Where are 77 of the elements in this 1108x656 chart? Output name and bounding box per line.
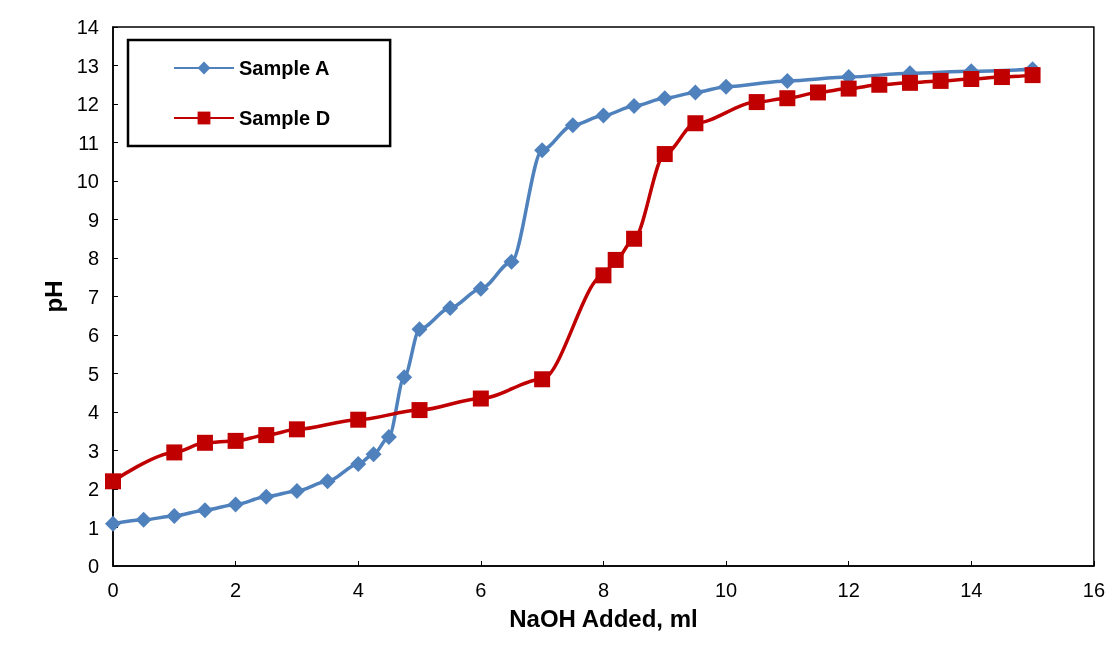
y-tick-label: 9 bbox=[87, 208, 99, 231]
point bbox=[595, 267, 612, 284]
y-tick-label: 4 bbox=[87, 401, 99, 423]
x-tick-label: 4 bbox=[352, 579, 364, 601]
point bbox=[105, 473, 121, 490]
y-tick-label: 10 bbox=[76, 170, 99, 192]
point bbox=[626, 97, 643, 114]
x-tick-label: 12 bbox=[837, 579, 860, 601]
point bbox=[748, 94, 765, 111]
point bbox=[411, 321, 428, 338]
y-tick-label: 2 bbox=[87, 478, 99, 500]
point bbox=[196, 502, 213, 519]
x-tick-label: 6 bbox=[475, 579, 487, 601]
point bbox=[1024, 67, 1041, 84]
point bbox=[196, 434, 213, 451]
point bbox=[396, 369, 413, 386]
point bbox=[718, 78, 735, 95]
point bbox=[810, 84, 827, 101]
point bbox=[166, 507, 183, 524]
point bbox=[534, 371, 551, 388]
point bbox=[105, 515, 121, 532]
y-tick-label: 0 bbox=[87, 555, 99, 577]
y-tick-label: 7 bbox=[87, 285, 99, 308]
point bbox=[288, 482, 305, 499]
legend-label: Sample A bbox=[239, 57, 330, 79]
point bbox=[595, 107, 612, 124]
x-tick-label: 2 bbox=[230, 579, 242, 601]
point bbox=[779, 72, 796, 89]
x-tick-label: 14 bbox=[960, 579, 983, 601]
point bbox=[258, 488, 275, 505]
point bbox=[472, 280, 489, 297]
y-tick-label: 1 bbox=[87, 516, 99, 539]
x-tick-label: 8 bbox=[597, 579, 609, 601]
point bbox=[871, 76, 888, 93]
y-tick-label: 14 bbox=[76, 16, 99, 38]
x-tick-label: 10 bbox=[714, 579, 738, 601]
point bbox=[564, 117, 581, 134]
point bbox=[258, 427, 275, 444]
x-tick-label: 16 bbox=[1082, 579, 1105, 601]
y-tick-label: 11 bbox=[78, 131, 99, 154]
point bbox=[350, 411, 367, 428]
point bbox=[503, 253, 520, 270]
point bbox=[993, 69, 1010, 86]
point bbox=[411, 402, 428, 419]
y-tick-label: 12 bbox=[76, 93, 99, 115]
y-tick-label: 3 bbox=[87, 439, 99, 462]
point bbox=[687, 84, 704, 101]
x-tick-label: 0 bbox=[107, 579, 119, 601]
point bbox=[932, 72, 949, 89]
point bbox=[442, 300, 459, 317]
point bbox=[227, 496, 244, 513]
legend-label: Sample D bbox=[239, 107, 331, 129]
point bbox=[656, 146, 673, 163]
y-axis-title: pH bbox=[39, 280, 67, 313]
point bbox=[840, 80, 857, 97]
point bbox=[288, 421, 305, 438]
y-tick-label: 13 bbox=[76, 54, 99, 77]
point bbox=[626, 230, 643, 247]
y-tick-label: 6 bbox=[87, 324, 99, 346]
point bbox=[380, 429, 397, 446]
y-tick-label: 5 bbox=[87, 362, 99, 385]
point bbox=[779, 90, 796, 107]
y-tick-label: 8 bbox=[87, 247, 99, 269]
point bbox=[319, 473, 336, 490]
x-axis-title: NaOH Added, ml bbox=[509, 604, 698, 632]
point bbox=[534, 142, 551, 159]
point bbox=[687, 115, 704, 132]
point bbox=[607, 251, 624, 268]
point bbox=[166, 444, 183, 461]
point bbox=[227, 432, 244, 449]
point bbox=[350, 455, 367, 472]
point bbox=[963, 70, 980, 87]
point bbox=[135, 511, 152, 528]
point bbox=[472, 390, 489, 407]
point bbox=[365, 446, 382, 463]
point bbox=[656, 90, 673, 107]
point bbox=[901, 74, 918, 91]
